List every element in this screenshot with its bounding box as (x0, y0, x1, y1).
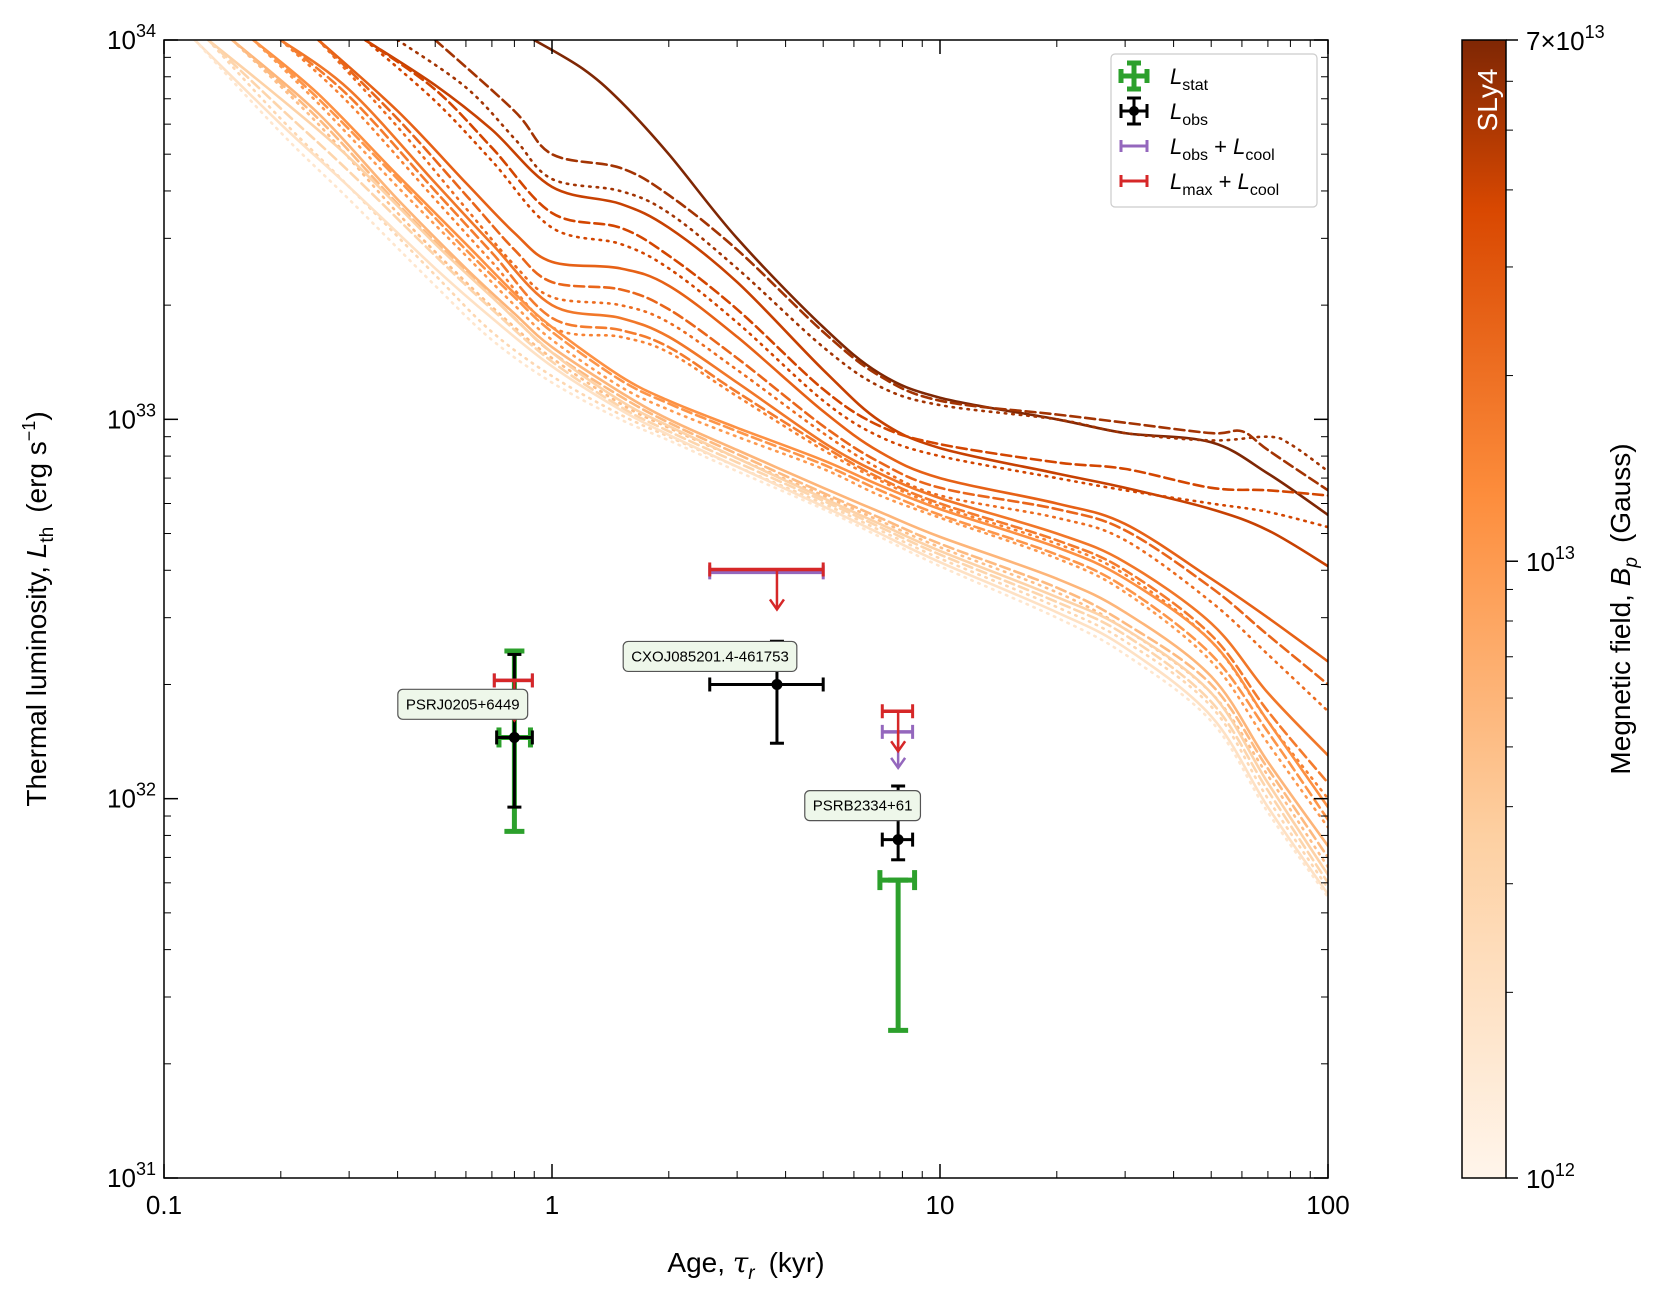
object-1-lmax-cool (708, 562, 825, 612)
object-1-lobs-cool (708, 565, 825, 580)
legend-entry-stat: Lstat (1118, 60, 1209, 94)
legend-label-obs: Lobs (1170, 99, 1208, 129)
object-2-lstat (877, 870, 918, 1033)
curve-3 (363, 40, 1328, 568)
curve-5 (363, 40, 1328, 529)
object-2-lobs-point (892, 834, 904, 846)
curve-18 (206, 40, 1328, 877)
curve-6 (317, 40, 1328, 663)
curve-19 (206, 40, 1328, 885)
object-label-text-2: PSRB2334+61 (813, 798, 913, 815)
legend-entry-obs_cool: Lobs + Lcool (1119, 134, 1275, 164)
curve-0 (532, 40, 1328, 517)
object-2-lmax-cool-arrow-head (890, 740, 907, 754)
legend-label-obs_cool: Lobs + Lcool (1170, 134, 1275, 164)
cooling-curves (193, 40, 1328, 899)
object-0-lobs-point (508, 731, 520, 743)
x-tick-label-3: 100 (1306, 1190, 1349, 1220)
y-tick-label-1: 1032 (107, 780, 156, 814)
legend-entry-max_cool: Lmax + Lcool (1119, 169, 1279, 199)
object-1-lobs-point (771, 678, 783, 690)
object-label-2: PSRB2334+61 (804, 790, 922, 822)
curve-14 (252, 40, 1328, 829)
object-label-box-0 (397, 688, 529, 720)
object-label-text-0: PSRJ0205+6449 (406, 696, 520, 713)
colorbar-tick-label-0: 7×1013 (1526, 22, 1605, 56)
legend: Lstat Lobs Lobs + Lcool Lmax + Lcool (1110, 53, 1318, 208)
object-label-0: PSRJ0205+6449 (397, 688, 529, 720)
object-2-lmax-cool (880, 704, 915, 754)
colorbar-tick-label-2: 1012 (1526, 1160, 1575, 1194)
x-axis-ticks: 0.1 1 10 100 (146, 40, 1350, 1220)
minor-ticks (164, 40, 1328, 1178)
legend-label-stat: Lstat (1170, 64, 1209, 94)
curve-12 (252, 40, 1328, 809)
y-tick-label-3: 1034 (107, 21, 156, 55)
x-tick-label-2: 10 (926, 1190, 955, 1220)
curve-11 (279, 40, 1328, 800)
curve-4 (363, 40, 1328, 497)
object-label-box-2 (804, 790, 922, 822)
curve-13 (252, 40, 1328, 821)
x-tick-label-0: 0.1 (146, 1190, 182, 1220)
y-axis-label: Thermal luminosity, Lth(erg s−1) (19, 411, 58, 806)
x-axis-label: Age, τr (kyr) (667, 1246, 824, 1284)
legend-label-max_cool: Lmax + Lcool (1170, 169, 1279, 199)
legend-marker-dot (1129, 106, 1139, 116)
colorbar-gradient (1461, 39, 1507, 1179)
curve-16 (231, 40, 1328, 859)
curve-10 (279, 40, 1328, 785)
curve-7 (317, 40, 1328, 686)
x-tick-label-1: 1 (545, 1190, 559, 1220)
plot-frame (163, 39, 1329, 1179)
legend-entry-obs: Lobs (1119, 96, 1208, 129)
colorbar-label: Megnetic field, Bp(Gauss) (1605, 443, 1642, 774)
object-0-lobs (495, 652, 534, 809)
colorbar-eos-label: SLy4 (1472, 69, 1503, 132)
object-1-lmax-cool-arrow-head (768, 598, 785, 612)
y-axis-ticks: 1031 1032 1033 1034 (107, 21, 1328, 1193)
object-2: PSRB2334+61 (804, 704, 922, 1033)
curve-8 (317, 40, 1328, 713)
colorbar-tick-label-1: 1013 (1526, 543, 1575, 577)
object-0: PSRJ0205+6449 (397, 648, 534, 834)
curve-15 (231, 40, 1328, 848)
object-2-lobs-cool-arrow-head (890, 757, 907, 771)
object-label-box-1 (622, 640, 798, 673)
curve-9 (279, 40, 1328, 757)
curve-2 (396, 40, 1328, 473)
colorbar-ticks: 7×1013 1013 1012 (1506, 22, 1605, 1194)
object-label-text-1: CXOJ085201.4-461753 (631, 648, 789, 665)
object-markers: PSRJ0205+6449 CXOJ085201.4-461753 PSRB2334… (397, 562, 922, 1033)
curve-1 (433, 40, 1328, 492)
legend-box (1110, 53, 1318, 208)
object-1: CXOJ085201.4-461753 (622, 562, 825, 745)
object-label-1: CXOJ085201.4-461753 (622, 640, 798, 673)
colorbar: SLy4 7×1013 1013 1012 Megnetic field, Bp(G… (1461, 22, 1642, 1194)
curve-22 (193, 40, 1328, 899)
curve-21 (193, 40, 1328, 896)
y-tick-label-0: 1031 (107, 1159, 156, 1193)
y-tick-label-2: 1033 (107, 400, 156, 434)
